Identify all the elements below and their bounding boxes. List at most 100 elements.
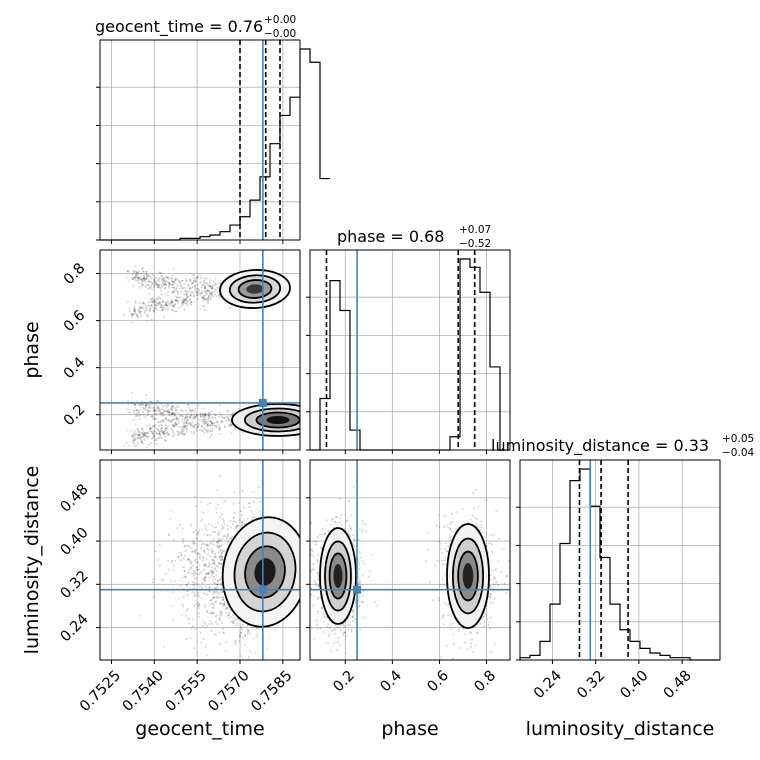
sample-point: [145, 305, 148, 308]
sample-point: [145, 283, 148, 286]
sample-point: [181, 576, 184, 579]
sample-point: [220, 513, 223, 516]
sample-point: [221, 549, 224, 552]
sample-point: [154, 418, 157, 421]
sample-point: [151, 581, 154, 584]
sample-point: [493, 576, 496, 579]
sample-point: [204, 524, 207, 527]
sample-point: [175, 421, 178, 424]
x-tick-label: 0.7540: [120, 668, 167, 715]
sample-point: [447, 614, 450, 617]
sample-point: [208, 436, 211, 439]
sample-point: [247, 502, 250, 505]
sample-point: [319, 627, 322, 630]
sample-point: [133, 403, 136, 406]
sample-point: [440, 542, 443, 545]
sample-point: [150, 430, 153, 433]
sample-point: [185, 415, 188, 418]
sample-point: [187, 403, 190, 406]
sample-point: [320, 607, 323, 610]
sample-point: [152, 578, 155, 581]
sample-point: [176, 527, 179, 530]
sample-point: [201, 624, 204, 627]
sample-point: [167, 404, 170, 407]
sample-point: [239, 631, 242, 634]
sample-point: [235, 641, 238, 644]
sample-point: [164, 303, 167, 306]
sample-point: [182, 301, 185, 304]
sample-point: [442, 526, 445, 529]
sample-point: [167, 278, 170, 281]
sample-point: [179, 524, 182, 527]
sample-point: [175, 310, 178, 313]
sample-point: [167, 559, 170, 562]
sample-point: [133, 309, 136, 312]
sample-point: [190, 290, 193, 293]
sample-point: [209, 542, 212, 545]
sample-point: [185, 421, 188, 424]
sample-point: [156, 428, 159, 431]
sample-point: [230, 431, 233, 434]
sample-point: [167, 533, 170, 536]
sample-point: [173, 425, 176, 428]
sample-point: [212, 280, 215, 283]
sample-point: [202, 422, 205, 425]
sample-point: [226, 416, 229, 419]
sample-point: [186, 291, 189, 294]
sample-point: [161, 300, 164, 303]
sample-point: [364, 523, 367, 526]
sample-point: [186, 590, 189, 593]
sample-point: [135, 276, 138, 279]
sample-point: [216, 421, 219, 424]
sample-point: [189, 566, 192, 569]
sample-point: [162, 431, 165, 434]
sample-point: [219, 611, 222, 614]
sample-point: [210, 566, 213, 569]
sample-point: [162, 300, 165, 303]
sample-point: [352, 615, 355, 618]
sample-point: [310, 522, 313, 525]
y-tick-label: 0.2: [61, 402, 89, 430]
sample-point: [176, 283, 179, 286]
sample-point: [196, 568, 199, 571]
sample-point: [150, 277, 153, 280]
sample-point: [352, 485, 355, 488]
sample-point: [167, 425, 170, 428]
sample-point: [140, 431, 143, 434]
sample-point: [217, 540, 220, 543]
sample-point: [217, 596, 220, 599]
sample-point: [201, 582, 204, 585]
sample-point: [191, 282, 194, 285]
sample-point: [170, 299, 173, 302]
sample-point: [166, 300, 169, 303]
sample-point: [177, 420, 180, 423]
sample-point: [204, 585, 207, 588]
panel-frames: [99, 39, 721, 661]
sample-point: [352, 538, 355, 541]
sample-point: [216, 545, 219, 548]
sample-point: [203, 412, 206, 415]
sample-point: [210, 434, 213, 437]
sample-point: [216, 586, 219, 589]
sample-point: [208, 294, 211, 297]
sample-point: [171, 411, 174, 414]
sample-point: [132, 278, 135, 281]
sample-point: [181, 297, 184, 300]
sample-point: [230, 424, 233, 427]
sample-point: [234, 639, 237, 642]
sample-point: [145, 404, 148, 407]
sample-point: [182, 433, 185, 436]
sample-point: [208, 562, 211, 565]
sample-point: [141, 403, 144, 406]
sample-point: [164, 404, 167, 407]
sample-point: [443, 663, 445, 665]
sample-point: [211, 429, 214, 432]
sample-point: [215, 526, 218, 529]
sample-point: [218, 428, 221, 431]
sample-point: [200, 597, 203, 600]
sample-point: [144, 404, 147, 407]
sample-point: [214, 600, 217, 603]
sample-point: [448, 535, 451, 538]
sample-point: [171, 418, 174, 421]
sample-point: [213, 586, 216, 589]
